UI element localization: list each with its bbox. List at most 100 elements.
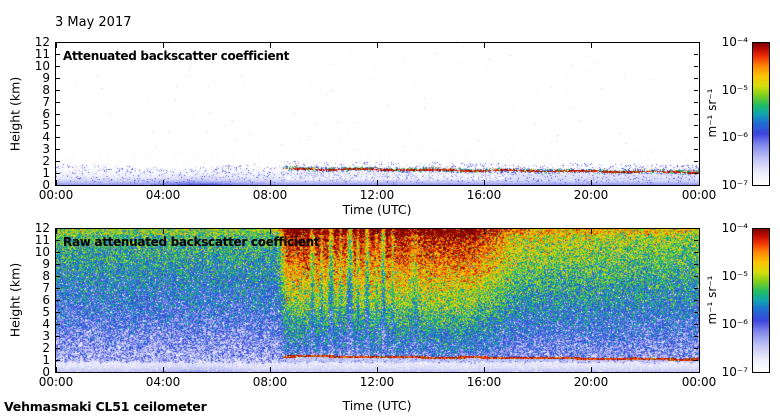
y-tick-mark bbox=[694, 125, 698, 126]
y-tick-label: 6 bbox=[42, 107, 50, 121]
y-tick-mark bbox=[694, 161, 698, 162]
y-tick-label: 8 bbox=[42, 269, 50, 283]
y-tick-mark bbox=[56, 114, 60, 115]
x-tick-mark bbox=[699, 367, 700, 372]
y-tick-mark bbox=[694, 90, 698, 91]
y-tick-mark bbox=[694, 66, 698, 67]
y-tick-mark bbox=[694, 102, 698, 103]
y-tick-mark bbox=[694, 252, 698, 253]
y-tick-label: 5 bbox=[42, 305, 50, 319]
y-tick-label: 11 bbox=[34, 233, 50, 247]
x-tick-mark bbox=[377, 43, 378, 48]
x-tick-label: 08:00 bbox=[252, 188, 288, 202]
y-tick-label: 4 bbox=[42, 317, 50, 331]
x-tick-label: 20:00 bbox=[573, 375, 609, 389]
colorbar-tick-label: 10⁻⁴ bbox=[721, 35, 748, 49]
x-tick-mark bbox=[591, 180, 592, 185]
y-tick-mark bbox=[694, 54, 698, 55]
x-tick-mark bbox=[56, 43, 57, 48]
y-tick-mark bbox=[694, 264, 698, 265]
colorbar-gradient bbox=[753, 43, 769, 185]
x-tick-mark bbox=[484, 180, 485, 185]
x-axis-label-bottom: Time (UTC) bbox=[342, 398, 412, 413]
y-tick-label: 0 bbox=[42, 178, 50, 192]
y-tick-mark bbox=[694, 336, 698, 337]
y-tick-mark bbox=[694, 228, 698, 229]
x-tick-mark bbox=[591, 229, 592, 234]
colorbar-tick-label: 10⁻⁶ bbox=[721, 317, 748, 331]
y-tick-mark bbox=[56, 78, 60, 79]
x-tick-mark bbox=[56, 229, 57, 234]
colorbar-tick-label: 10⁻⁶ bbox=[721, 130, 748, 144]
y-tick-mark bbox=[694, 78, 698, 79]
y-tick-mark bbox=[56, 161, 60, 162]
y-tick-mark bbox=[56, 324, 60, 325]
y-tick-mark bbox=[56, 42, 60, 43]
y-tick-mark bbox=[56, 90, 60, 91]
colorbar-tick-label: 10⁻⁷ bbox=[721, 365, 748, 379]
x-tick-mark bbox=[484, 43, 485, 48]
station-label: Vehmasmaki CL51 ceilometer bbox=[4, 399, 207, 414]
x-tick-mark bbox=[163, 43, 164, 48]
y-tick-label: 7 bbox=[42, 95, 50, 109]
x-tick-label: 00:00 bbox=[38, 188, 74, 202]
y-tick-mark bbox=[694, 149, 698, 150]
x-tick-mark bbox=[484, 229, 485, 234]
x-tick-label: 00:00 bbox=[681, 375, 717, 389]
x-tick-mark bbox=[699, 229, 700, 234]
y-tick-label: 12 bbox=[34, 221, 50, 235]
x-tick-mark bbox=[591, 43, 592, 48]
date-title: 3 May 2017 bbox=[55, 15, 132, 30]
x-tick-mark bbox=[270, 43, 271, 48]
colorbar-attenuated bbox=[752, 42, 770, 186]
y-tick-label: 2 bbox=[42, 154, 50, 168]
colorbar-tick-label: 10⁻⁵ bbox=[721, 83, 748, 97]
y-tick-mark bbox=[56, 149, 60, 150]
y-tick-mark bbox=[56, 228, 60, 229]
x-tick-label: 08:00 bbox=[252, 375, 288, 389]
colorbar-raw bbox=[752, 228, 770, 373]
y-tick-mark bbox=[56, 276, 60, 277]
x-tick-label: 00:00 bbox=[38, 375, 74, 389]
y-tick-label: 2 bbox=[42, 341, 50, 355]
y-tick-mark bbox=[56, 360, 60, 361]
x-axis-label-top: Time (UTC) bbox=[342, 202, 412, 217]
y-tick-mark bbox=[694, 300, 698, 301]
y-tick-mark bbox=[694, 240, 698, 241]
y-tick-label: 5 bbox=[42, 118, 50, 132]
y-tick-mark bbox=[694, 276, 698, 277]
y-tick-label: 12 bbox=[34, 35, 50, 49]
colorbar-tick-label: 10⁻⁷ bbox=[721, 178, 748, 192]
x-tick-label: 00:00 bbox=[681, 188, 717, 202]
x-tick-mark bbox=[270, 367, 271, 372]
y-tick-mark bbox=[694, 288, 698, 289]
y-tick-mark bbox=[694, 312, 698, 313]
y-tick-label: 6 bbox=[42, 293, 50, 307]
y-tick-mark bbox=[694, 114, 698, 115]
x-tick-mark bbox=[699, 180, 700, 185]
colorbar-tick-label: 10⁻⁵ bbox=[721, 269, 748, 283]
x-tick-label: 16:00 bbox=[466, 375, 502, 389]
y-tick-mark bbox=[694, 173, 698, 174]
x-tick-mark bbox=[56, 180, 57, 185]
y-tick-label: 9 bbox=[42, 257, 50, 271]
y-tick-mark bbox=[56, 137, 60, 138]
y-tick-mark bbox=[56, 372, 60, 373]
x-tick-mark bbox=[163, 367, 164, 372]
x-tick-mark bbox=[591, 367, 592, 372]
y-tick-mark bbox=[694, 185, 698, 186]
y-tick-label: 9 bbox=[42, 71, 50, 85]
x-tick-label: 04:00 bbox=[145, 375, 181, 389]
y-tick-label: 3 bbox=[42, 329, 50, 343]
y-tick-label: 7 bbox=[42, 281, 50, 295]
panel-title-raw: Raw attenuated backscatter coefficient bbox=[63, 235, 320, 249]
y-tick-mark bbox=[694, 360, 698, 361]
x-tick-label: 12:00 bbox=[359, 375, 395, 389]
y-tick-mark bbox=[56, 66, 60, 67]
y-tick-label: 11 bbox=[34, 47, 50, 61]
y-tick-label: 3 bbox=[42, 142, 50, 156]
y-tick-mark bbox=[56, 264, 60, 265]
y-tick-mark bbox=[694, 372, 698, 373]
x-tick-mark bbox=[484, 367, 485, 372]
